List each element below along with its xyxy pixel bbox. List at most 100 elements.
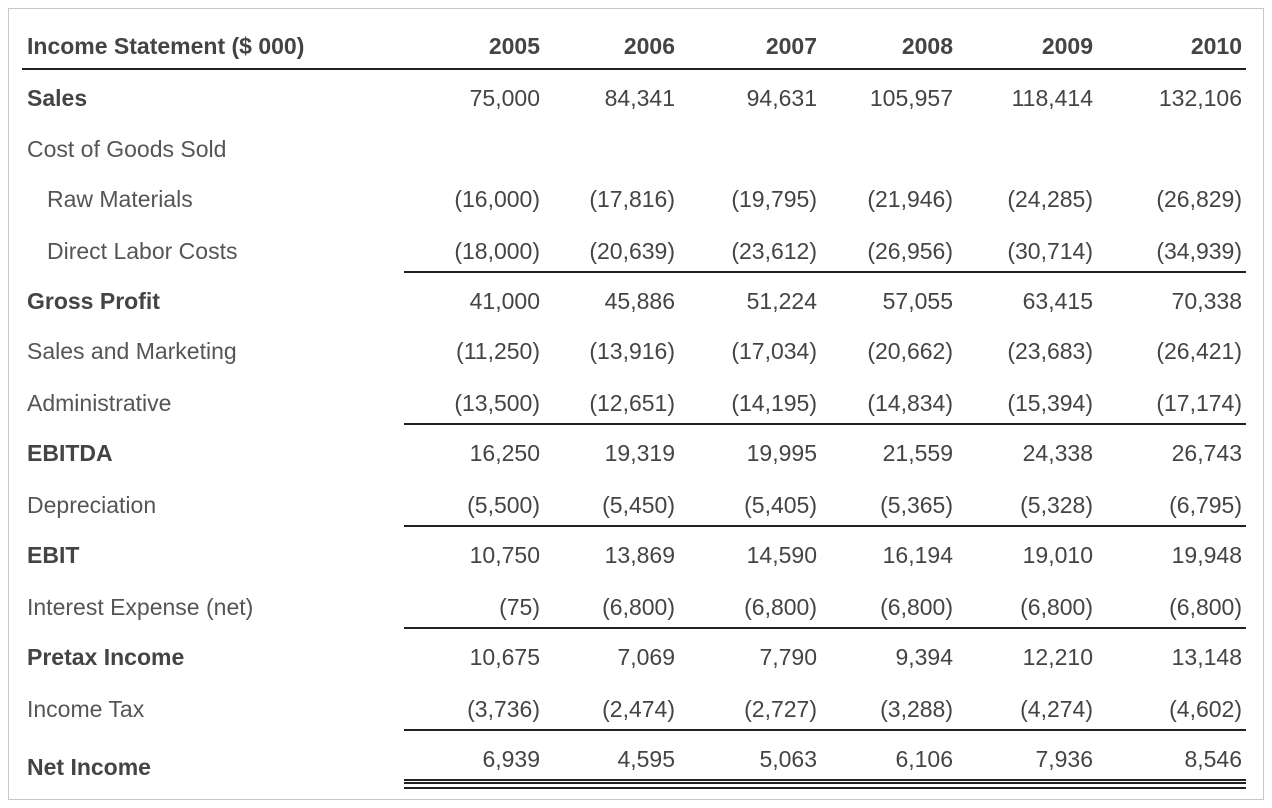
row-label: Administrative [27, 390, 172, 416]
cell-value: (11,250) [456, 338, 540, 364]
cell-value: (6,800) [1169, 594, 1242, 620]
row-rule [404, 729, 1246, 731]
cell-value: (4,274) [1020, 696, 1093, 722]
year-header: 2006 [623, 33, 675, 59]
row-label: Cost of Goods Sold [27, 136, 227, 162]
cell-value: (34,939) [1156, 238, 1242, 264]
cell-value: (26,956) [867, 238, 953, 264]
cell-value: 7,790 [759, 644, 817, 670]
cell-value: (5,405) [744, 492, 817, 518]
cell-value: (3,288) [880, 696, 953, 722]
cell-value: (23,612) [731, 238, 817, 264]
cell-value: 10,675 [469, 644, 540, 670]
cell-value: 105,957 [869, 85, 953, 111]
row-label: EBIT [27, 542, 80, 568]
cell-value: (13,500) [454, 390, 540, 416]
cell-value: (17,816) [589, 186, 675, 212]
row-rule [404, 271, 1246, 273]
cell-value: (75) [499, 594, 540, 620]
cell-value: (16,000) [454, 186, 540, 212]
row-label: Interest Expense (net) [27, 594, 254, 620]
cell-value: 19,995 [746, 440, 817, 466]
cell-value: 57,055 [882, 288, 953, 314]
row-rule [404, 787, 1246, 789]
row-label: Direct Labor Costs [47, 238, 238, 264]
row-label: Net Income [27, 754, 151, 780]
row-rule [404, 782, 1246, 784]
header-title: Income Statement ($ 000) [27, 33, 305, 59]
cell-value: 9,394 [895, 644, 953, 670]
cell-value: (18,000) [454, 238, 540, 264]
cell-value: (6,800) [880, 594, 953, 620]
cell-value: 16,250 [469, 440, 540, 466]
cell-value: (2,474) [602, 696, 675, 722]
cell-value: (30,714) [1007, 238, 1093, 264]
cell-value: 12,210 [1022, 644, 1093, 670]
cell-value: 19,319 [604, 440, 675, 466]
row-label: Income Tax [27, 696, 145, 722]
cell-value: 84,341 [604, 85, 675, 111]
cell-value: (17,034) [731, 338, 817, 364]
cell-value: (26,829) [1156, 186, 1242, 212]
year-header: 2008 [901, 33, 953, 59]
cell-value: 7,936 [1035, 746, 1093, 772]
cell-value: 19,948 [1171, 542, 1242, 568]
row-label: Pretax Income [27, 644, 185, 670]
cell-value: (6,795) [1169, 492, 1242, 518]
year-header: 2010 [1190, 33, 1242, 59]
cell-value: (23,683) [1007, 338, 1093, 364]
row-label: EBITDA [27, 440, 113, 466]
cell-value: 24,338 [1022, 440, 1093, 466]
cell-value: (17,174) [1156, 390, 1242, 416]
row-label: Sales [27, 85, 88, 111]
cell-value: 16,194 [882, 542, 953, 568]
cell-value: 14,590 [746, 542, 817, 568]
cell-value: (21,946) [867, 186, 953, 212]
cell-value: 41,000 [469, 288, 540, 314]
cell-value: (6,800) [744, 594, 817, 620]
cell-value: 75,000 [469, 85, 540, 111]
cell-value: (5,328) [1020, 492, 1093, 518]
cell-value: 21,559 [882, 440, 953, 466]
cell-value: 13,869 [604, 542, 675, 568]
year-header: 2005 [488, 33, 540, 59]
cell-value: (15,394) [1007, 390, 1093, 416]
cell-value: (5,450) [602, 492, 675, 518]
cell-value: 132,106 [1158, 85, 1242, 111]
cell-value: (2,727) [744, 696, 817, 722]
cell-value: 70,338 [1171, 288, 1242, 314]
year-header: 2007 [765, 33, 817, 59]
row-label: Raw Materials [47, 186, 193, 212]
row-label: Gross Profit [27, 288, 160, 314]
cell-value: (24,285) [1007, 186, 1093, 212]
cell-value: 6,939 [482, 746, 540, 772]
cell-value: 63,415 [1022, 288, 1093, 314]
cell-value: 94,631 [746, 85, 817, 111]
cell-value: 51,224 [746, 288, 817, 314]
cell-value: 13,148 [1171, 644, 1242, 670]
cell-value: (20,662) [867, 338, 953, 364]
header-rule [22, 68, 1246, 70]
year-header: 2009 [1041, 33, 1093, 59]
cell-value: 4,595 [617, 746, 675, 772]
table-frame [8, 8, 1264, 800]
row-rule [404, 423, 1246, 425]
cell-value: 19,010 [1022, 542, 1093, 568]
cell-value: 6,106 [895, 746, 953, 772]
cell-value: (13,916) [589, 338, 675, 364]
cell-value: 45,886 [604, 288, 675, 314]
row-rule [404, 525, 1246, 527]
cell-value: (5,500) [467, 492, 540, 518]
row-rule [404, 627, 1246, 629]
cell-value: (14,834) [867, 390, 953, 416]
cell-value: (26,421) [1156, 338, 1242, 364]
cell-value: (6,800) [602, 594, 675, 620]
cell-value: 118,414 [1011, 85, 1093, 111]
row-rule [404, 779, 1246, 781]
cell-value: (3,736) [467, 696, 540, 722]
cell-value: (20,639) [589, 238, 675, 264]
cell-value: (4,602) [1169, 696, 1242, 722]
cell-value: 10,750 [469, 542, 540, 568]
cell-value: 5,063 [759, 746, 817, 772]
